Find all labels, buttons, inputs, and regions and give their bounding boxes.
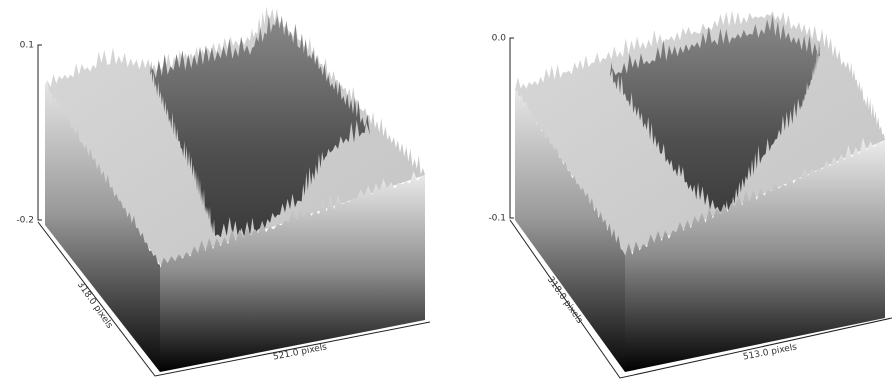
base-axis bbox=[37, 221, 431, 377]
z-tick-label: -0.2 bbox=[16, 216, 34, 226]
z-axis bbox=[37, 44, 42, 221]
surface-right-face bbox=[160, 171, 425, 372]
z-tick-label: -0.1 bbox=[488, 214, 506, 224]
surface-right-face bbox=[625, 137, 885, 372]
surface-left-face bbox=[515, 90, 625, 372]
surface-pit bbox=[610, 14, 820, 221]
base-axis bbox=[509, 219, 892, 379]
surface-pit bbox=[150, 14, 370, 240]
z-tick-label: 0.0 bbox=[492, 34, 507, 44]
z-tick-label: 0.1 bbox=[20, 41, 34, 51]
z-axis bbox=[509, 37, 514, 219]
surface-left-face bbox=[45, 79, 160, 372]
